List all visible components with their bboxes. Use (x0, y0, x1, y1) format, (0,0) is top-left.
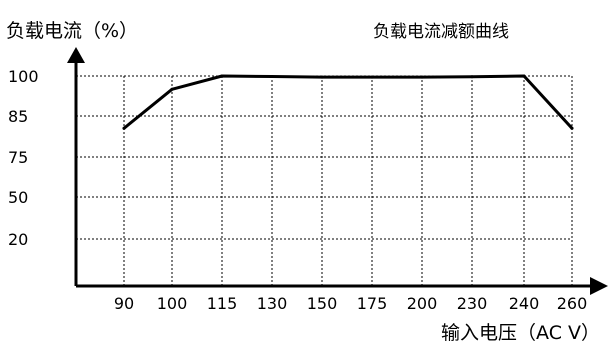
series-group (122, 74, 574, 130)
x-tick-label: 240 (509, 294, 540, 313)
y-tick-label: 85 (8, 107, 28, 126)
grid (76, 75, 573, 286)
data-point (470, 75, 474, 79)
data-point (220, 74, 224, 78)
y-tick-labels: 100 85 75 50 20 (8, 67, 39, 249)
y-tick-label: 75 (8, 148, 28, 167)
x-tick-label: 90 (114, 294, 134, 313)
data-point (320, 75, 324, 79)
x-tick-label: 150 (307, 294, 338, 313)
y-tick-label: 100 (8, 67, 39, 86)
x-axis-title: 输入电压（AC V） (441, 322, 600, 344)
y-axis-arrow (67, 47, 85, 63)
y-axis-title: 负载电流（%） (6, 20, 138, 42)
y-tick-label: 20 (8, 230, 28, 249)
data-point (522, 74, 526, 78)
x-tick-labels: 90 100 115 130 150 175 200 230 240 260 (114, 294, 587, 313)
x-tick-label: 100 (157, 294, 188, 313)
y-tick-label: 50 (8, 188, 28, 207)
data-point (420, 75, 424, 79)
x-tick-label: 130 (257, 294, 288, 313)
x-tick-label: 200 (407, 294, 438, 313)
data-point (270, 75, 274, 78)
series-line (122, 74, 574, 130)
axes (67, 47, 608, 295)
x-tick-label: 115 (207, 294, 238, 313)
x-tick-label: 230 (457, 294, 488, 313)
x-tick-label: 260 (557, 294, 588, 313)
x-tick-label: 175 (357, 294, 388, 313)
x-axis-arrow (590, 277, 608, 295)
data-point (370, 75, 374, 79)
data-point (122, 126, 126, 130)
chart-title: 负载电流减额曲线 (373, 22, 509, 42)
data-point (570, 126, 574, 130)
data-point (170, 87, 174, 91)
